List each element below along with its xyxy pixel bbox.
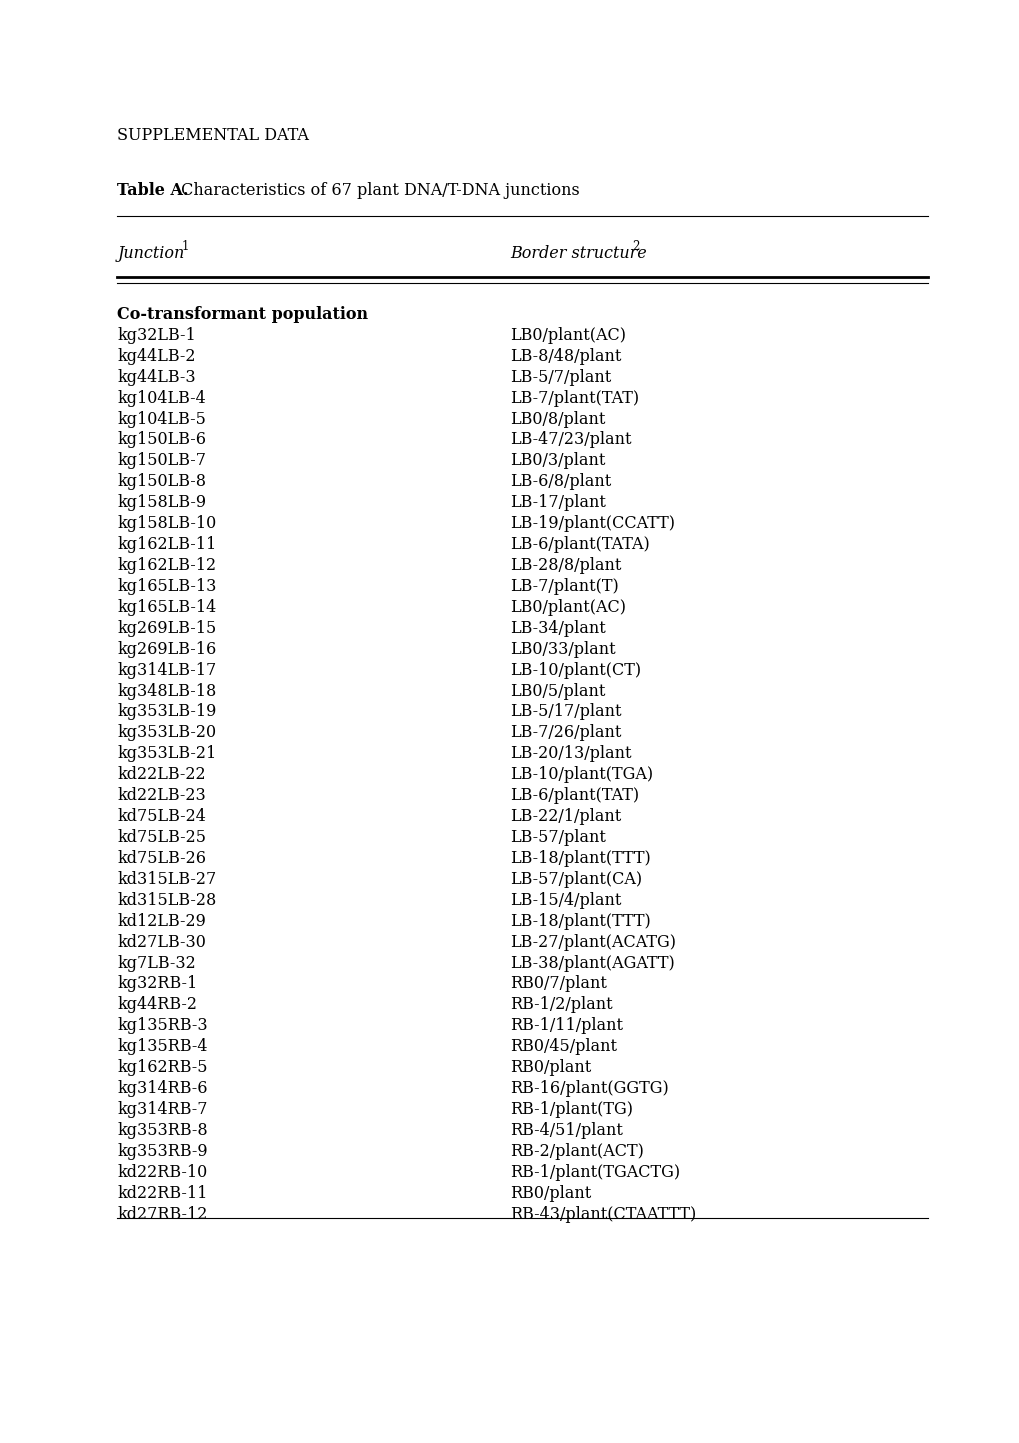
Text: kg32LB-1: kg32LB-1 xyxy=(117,328,196,343)
Text: kg44LB-3: kg44LB-3 xyxy=(117,369,196,385)
Text: Table A.: Table A. xyxy=(117,182,189,199)
Text: kg32RB-1: kg32RB-1 xyxy=(117,975,198,993)
Text: kd75LB-26: kd75LB-26 xyxy=(117,850,206,867)
Text: LB-38/plant(AGATT): LB-38/plant(AGATT) xyxy=(510,954,675,971)
Text: LB-18/plant(TTT): LB-18/plant(TTT) xyxy=(510,912,650,929)
Text: LB-6/plant(TATA): LB-6/plant(TATA) xyxy=(510,535,649,553)
Text: Co-transformant population: Co-transformant population xyxy=(117,306,368,323)
Text: 1: 1 xyxy=(181,240,189,253)
Text: RB-43/plant(CTAATTT): RB-43/plant(CTAATTT) xyxy=(510,1205,696,1222)
Text: LB-10/plant(CT): LB-10/plant(CT) xyxy=(510,661,641,678)
Text: RB-16/plant(GGTG): RB-16/plant(GGTG) xyxy=(510,1079,668,1097)
Text: LB-22/1/plant: LB-22/1/plant xyxy=(510,808,621,825)
Text: RB-1/11/plant: RB-1/11/plant xyxy=(510,1017,623,1035)
Text: kg353LB-21: kg353LB-21 xyxy=(117,745,216,762)
Text: kg162LB-12: kg162LB-12 xyxy=(117,557,216,574)
Text: kd27LB-30: kd27LB-30 xyxy=(117,934,206,951)
Text: kd22LB-22: kd22LB-22 xyxy=(117,766,206,784)
Text: LB-19/plant(CCATT): LB-19/plant(CCATT) xyxy=(510,515,675,532)
Text: kg135RB-4: kg135RB-4 xyxy=(117,1038,208,1055)
Text: RB-2/plant(ACT): RB-2/plant(ACT) xyxy=(510,1143,643,1160)
Text: LB-47/23/plant: LB-47/23/plant xyxy=(510,431,631,449)
Text: LB-7/plant(TAT): LB-7/plant(TAT) xyxy=(510,390,639,407)
Text: kg135RB-3: kg135RB-3 xyxy=(117,1017,208,1035)
Text: LB0/33/plant: LB0/33/plant xyxy=(510,641,615,658)
Text: kg353LB-19: kg353LB-19 xyxy=(117,703,216,720)
Text: RB-1/2/plant: RB-1/2/plant xyxy=(510,996,612,1013)
Text: kd22LB-23: kd22LB-23 xyxy=(117,786,206,804)
Text: kd27RB-12: kd27RB-12 xyxy=(117,1205,208,1222)
Text: LB-18/plant(TTT): LB-18/plant(TTT) xyxy=(510,850,650,867)
Text: LB-6/8/plant: LB-6/8/plant xyxy=(510,473,610,491)
Text: LB-57/plant(CA): LB-57/plant(CA) xyxy=(510,870,642,887)
Text: LB-57/plant: LB-57/plant xyxy=(510,828,605,846)
Text: LB0/5/plant: LB0/5/plant xyxy=(510,683,605,700)
Text: LB-5/7/plant: LB-5/7/plant xyxy=(510,369,610,385)
Text: Junction: Junction xyxy=(117,245,184,263)
Text: kg104LB-5: kg104LB-5 xyxy=(117,410,206,427)
Text: kg269LB-15: kg269LB-15 xyxy=(117,619,216,636)
Text: LB0/plant(AC): LB0/plant(AC) xyxy=(510,599,626,616)
Text: LB-15/4/plant: LB-15/4/plant xyxy=(510,892,621,909)
Text: kg150LB-8: kg150LB-8 xyxy=(117,473,206,491)
Text: kd22RB-10: kd22RB-10 xyxy=(117,1163,207,1180)
Text: kg150LB-6: kg150LB-6 xyxy=(117,431,206,449)
Text: RB0/45/plant: RB0/45/plant xyxy=(510,1038,616,1055)
Text: LB0/plant(AC): LB0/plant(AC) xyxy=(510,328,626,343)
Text: RB-1/plant(TGACTG): RB-1/plant(TGACTG) xyxy=(510,1163,680,1180)
Text: kg158LB-9: kg158LB-9 xyxy=(117,494,206,511)
Text: RB0/7/plant: RB0/7/plant xyxy=(510,975,606,993)
Text: LB0/3/plant: LB0/3/plant xyxy=(510,452,605,469)
Text: kg44RB-2: kg44RB-2 xyxy=(117,996,197,1013)
Text: kg348LB-18: kg348LB-18 xyxy=(117,683,216,700)
Text: kg314RB-7: kg314RB-7 xyxy=(117,1101,208,1118)
Text: Characteristics of 67 plant DNA/T-DNA junctions: Characteristics of 67 plant DNA/T-DNA ju… xyxy=(176,182,580,199)
Text: kg353LB-20: kg353LB-20 xyxy=(117,724,216,742)
Text: Border structure: Border structure xyxy=(510,245,646,263)
Text: kg314LB-17: kg314LB-17 xyxy=(117,661,216,678)
Text: kg150LB-7: kg150LB-7 xyxy=(117,452,206,469)
Text: LB-6/plant(TAT): LB-6/plant(TAT) xyxy=(510,786,639,804)
Text: RB-1/plant(TG): RB-1/plant(TG) xyxy=(510,1101,633,1118)
Text: kd75LB-25: kd75LB-25 xyxy=(117,828,206,846)
Text: kg353RB-8: kg353RB-8 xyxy=(117,1121,208,1139)
Text: LB-27/plant(ACATG): LB-27/plant(ACATG) xyxy=(510,934,676,951)
Text: kg162LB-11: kg162LB-11 xyxy=(117,535,216,553)
Text: kg269LB-16: kg269LB-16 xyxy=(117,641,216,658)
Text: kg165LB-14: kg165LB-14 xyxy=(117,599,216,616)
Text: LB-7/26/plant: LB-7/26/plant xyxy=(510,724,621,742)
Text: kg44LB-2: kg44LB-2 xyxy=(117,348,196,365)
Text: LB-17/plant: LB-17/plant xyxy=(510,494,605,511)
Text: kg165LB-13: kg165LB-13 xyxy=(117,577,216,595)
Text: kd22RB-11: kd22RB-11 xyxy=(117,1185,208,1202)
Text: LB-20/13/plant: LB-20/13/plant xyxy=(510,745,631,762)
Text: LB-34/plant: LB-34/plant xyxy=(510,619,605,636)
Text: LB-5/17/plant: LB-5/17/plant xyxy=(510,703,621,720)
Text: LB0/8/plant: LB0/8/plant xyxy=(510,410,605,427)
Text: kd75LB-24: kd75LB-24 xyxy=(117,808,206,825)
Text: kd315LB-28: kd315LB-28 xyxy=(117,892,216,909)
Text: RB0/plant: RB0/plant xyxy=(510,1059,591,1076)
Text: kg162RB-5: kg162RB-5 xyxy=(117,1059,208,1076)
Text: 2: 2 xyxy=(632,240,639,253)
Text: kg104LB-4: kg104LB-4 xyxy=(117,390,206,407)
Text: SUPPLEMENTAL DATA: SUPPLEMENTAL DATA xyxy=(117,127,309,144)
Text: kg314RB-6: kg314RB-6 xyxy=(117,1079,208,1097)
Text: kd315LB-27: kd315LB-27 xyxy=(117,870,216,887)
Text: kd12LB-29: kd12LB-29 xyxy=(117,912,206,929)
Text: LB-8/48/plant: LB-8/48/plant xyxy=(510,348,621,365)
Text: LB-10/plant(TGA): LB-10/plant(TGA) xyxy=(510,766,652,784)
Text: kg158LB-10: kg158LB-10 xyxy=(117,515,216,532)
Text: kg7LB-32: kg7LB-32 xyxy=(117,954,196,971)
Text: LB-28/8/plant: LB-28/8/plant xyxy=(510,557,621,574)
Text: RB-4/51/plant: RB-4/51/plant xyxy=(510,1121,623,1139)
Text: RB0/plant: RB0/plant xyxy=(510,1185,591,1202)
Text: LB-7/plant(T): LB-7/plant(T) xyxy=(510,577,619,595)
Text: kg353RB-9: kg353RB-9 xyxy=(117,1143,208,1160)
